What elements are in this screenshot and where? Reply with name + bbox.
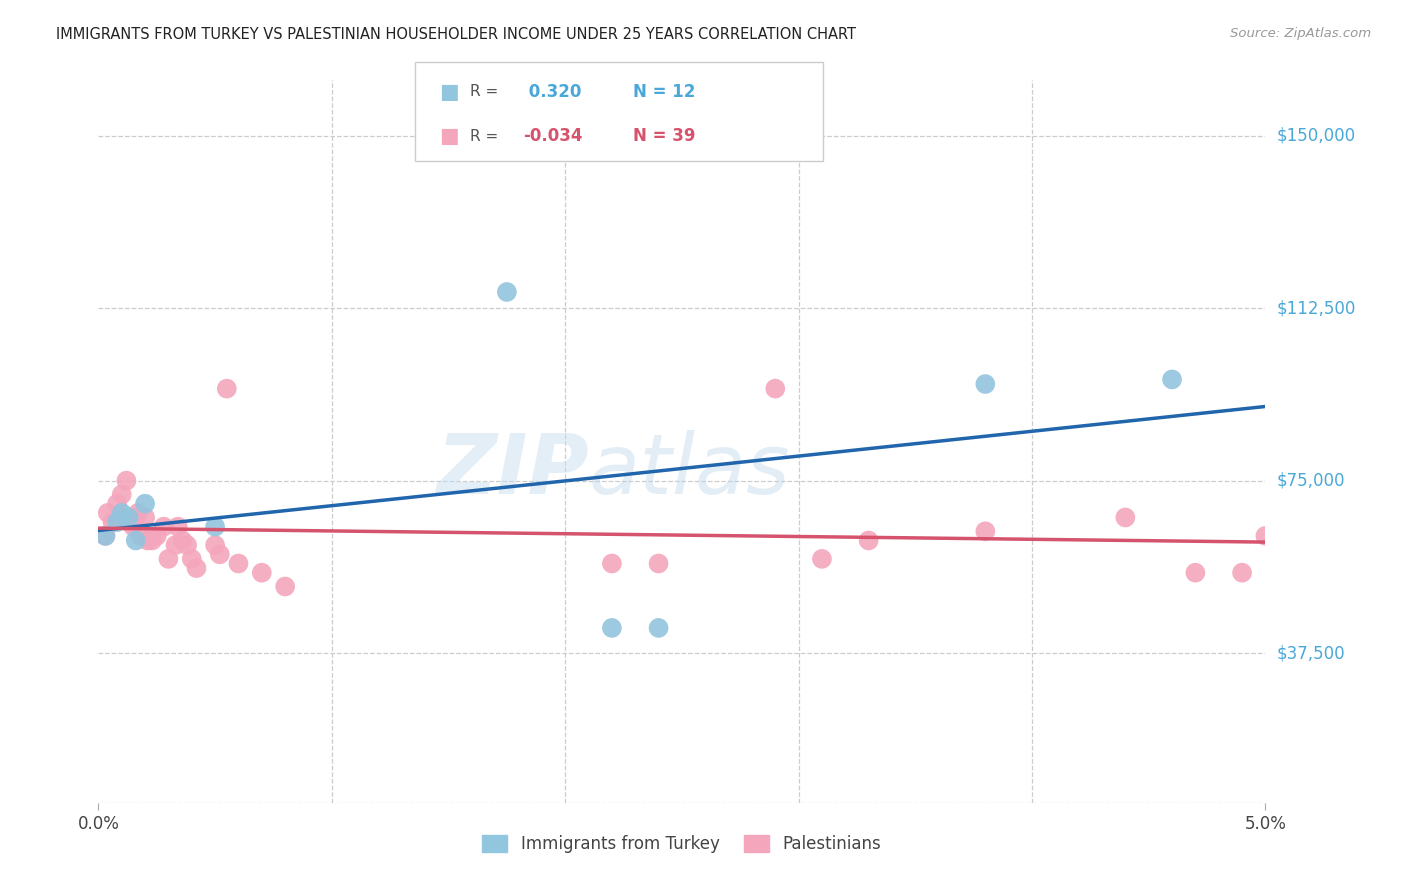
Point	[125, 510, 148, 524]
Point	[208, 547, 231, 561]
Text: -0.034: -0.034	[523, 128, 582, 145]
Text: R =: R =	[470, 129, 498, 144]
Text: ■: ■	[439, 127, 458, 146]
Point	[134, 510, 156, 524]
Point	[763, 382, 786, 396]
Point	[600, 557, 623, 571]
Point	[105, 515, 128, 529]
Text: R =: R =	[470, 85, 498, 99]
Point	[180, 552, 202, 566]
Text: ZIP: ZIP	[436, 430, 589, 511]
Point	[127, 506, 149, 520]
Point	[94, 529, 117, 543]
Legend: Immigrants from Turkey, Palestinians: Immigrants from Turkey, Palestinians	[475, 828, 889, 860]
Point	[111, 487, 134, 501]
Text: Source: ZipAtlas.com: Source: ZipAtlas.com	[1230, 27, 1371, 40]
Point	[215, 382, 238, 396]
Point	[496, 285, 519, 299]
Text: ■: ■	[439, 82, 458, 102]
Point	[228, 557, 250, 571]
Point	[134, 497, 156, 511]
Point	[1230, 566, 1253, 580]
Point	[274, 580, 297, 594]
Point	[600, 621, 623, 635]
Text: N = 39: N = 39	[633, 128, 695, 145]
Point	[165, 538, 187, 552]
Point	[115, 474, 138, 488]
Point	[129, 529, 152, 543]
Text: $150,000: $150,000	[1277, 127, 1355, 145]
Text: 0.320: 0.320	[523, 83, 582, 101]
Point	[974, 377, 997, 392]
Point	[157, 552, 180, 566]
Point	[172, 533, 194, 548]
Point	[1161, 372, 1184, 386]
Point	[118, 515, 141, 529]
Point	[204, 538, 226, 552]
Point	[141, 533, 163, 548]
Point	[1184, 566, 1206, 580]
Point	[1114, 510, 1136, 524]
Point	[176, 538, 198, 552]
Point	[974, 524, 997, 539]
Point	[136, 533, 159, 548]
Text: atlas: atlas	[589, 430, 790, 511]
Point	[811, 552, 834, 566]
Point	[105, 497, 128, 511]
Point	[94, 529, 117, 543]
Text: IMMIGRANTS FROM TURKEY VS PALESTINIAN HOUSEHOLDER INCOME UNDER 25 YEARS CORRELAT: IMMIGRANTS FROM TURKEY VS PALESTINIAN HO…	[56, 27, 856, 42]
Point	[152, 519, 174, 533]
Point	[122, 519, 145, 533]
Point	[146, 529, 169, 543]
Text: N = 12: N = 12	[633, 83, 695, 101]
Point	[118, 510, 141, 524]
Point	[858, 533, 880, 548]
Text: $112,500: $112,500	[1277, 299, 1355, 317]
Point	[204, 519, 226, 533]
Point	[250, 566, 273, 580]
Point	[1254, 529, 1277, 543]
Text: $37,500: $37,500	[1277, 644, 1346, 662]
Point	[166, 519, 188, 533]
Point	[97, 506, 120, 520]
Point	[111, 506, 134, 520]
Point	[647, 621, 669, 635]
Text: $75,000: $75,000	[1277, 472, 1346, 490]
Point	[101, 515, 124, 529]
Point	[186, 561, 208, 575]
Point	[647, 557, 669, 571]
Point	[125, 533, 148, 548]
